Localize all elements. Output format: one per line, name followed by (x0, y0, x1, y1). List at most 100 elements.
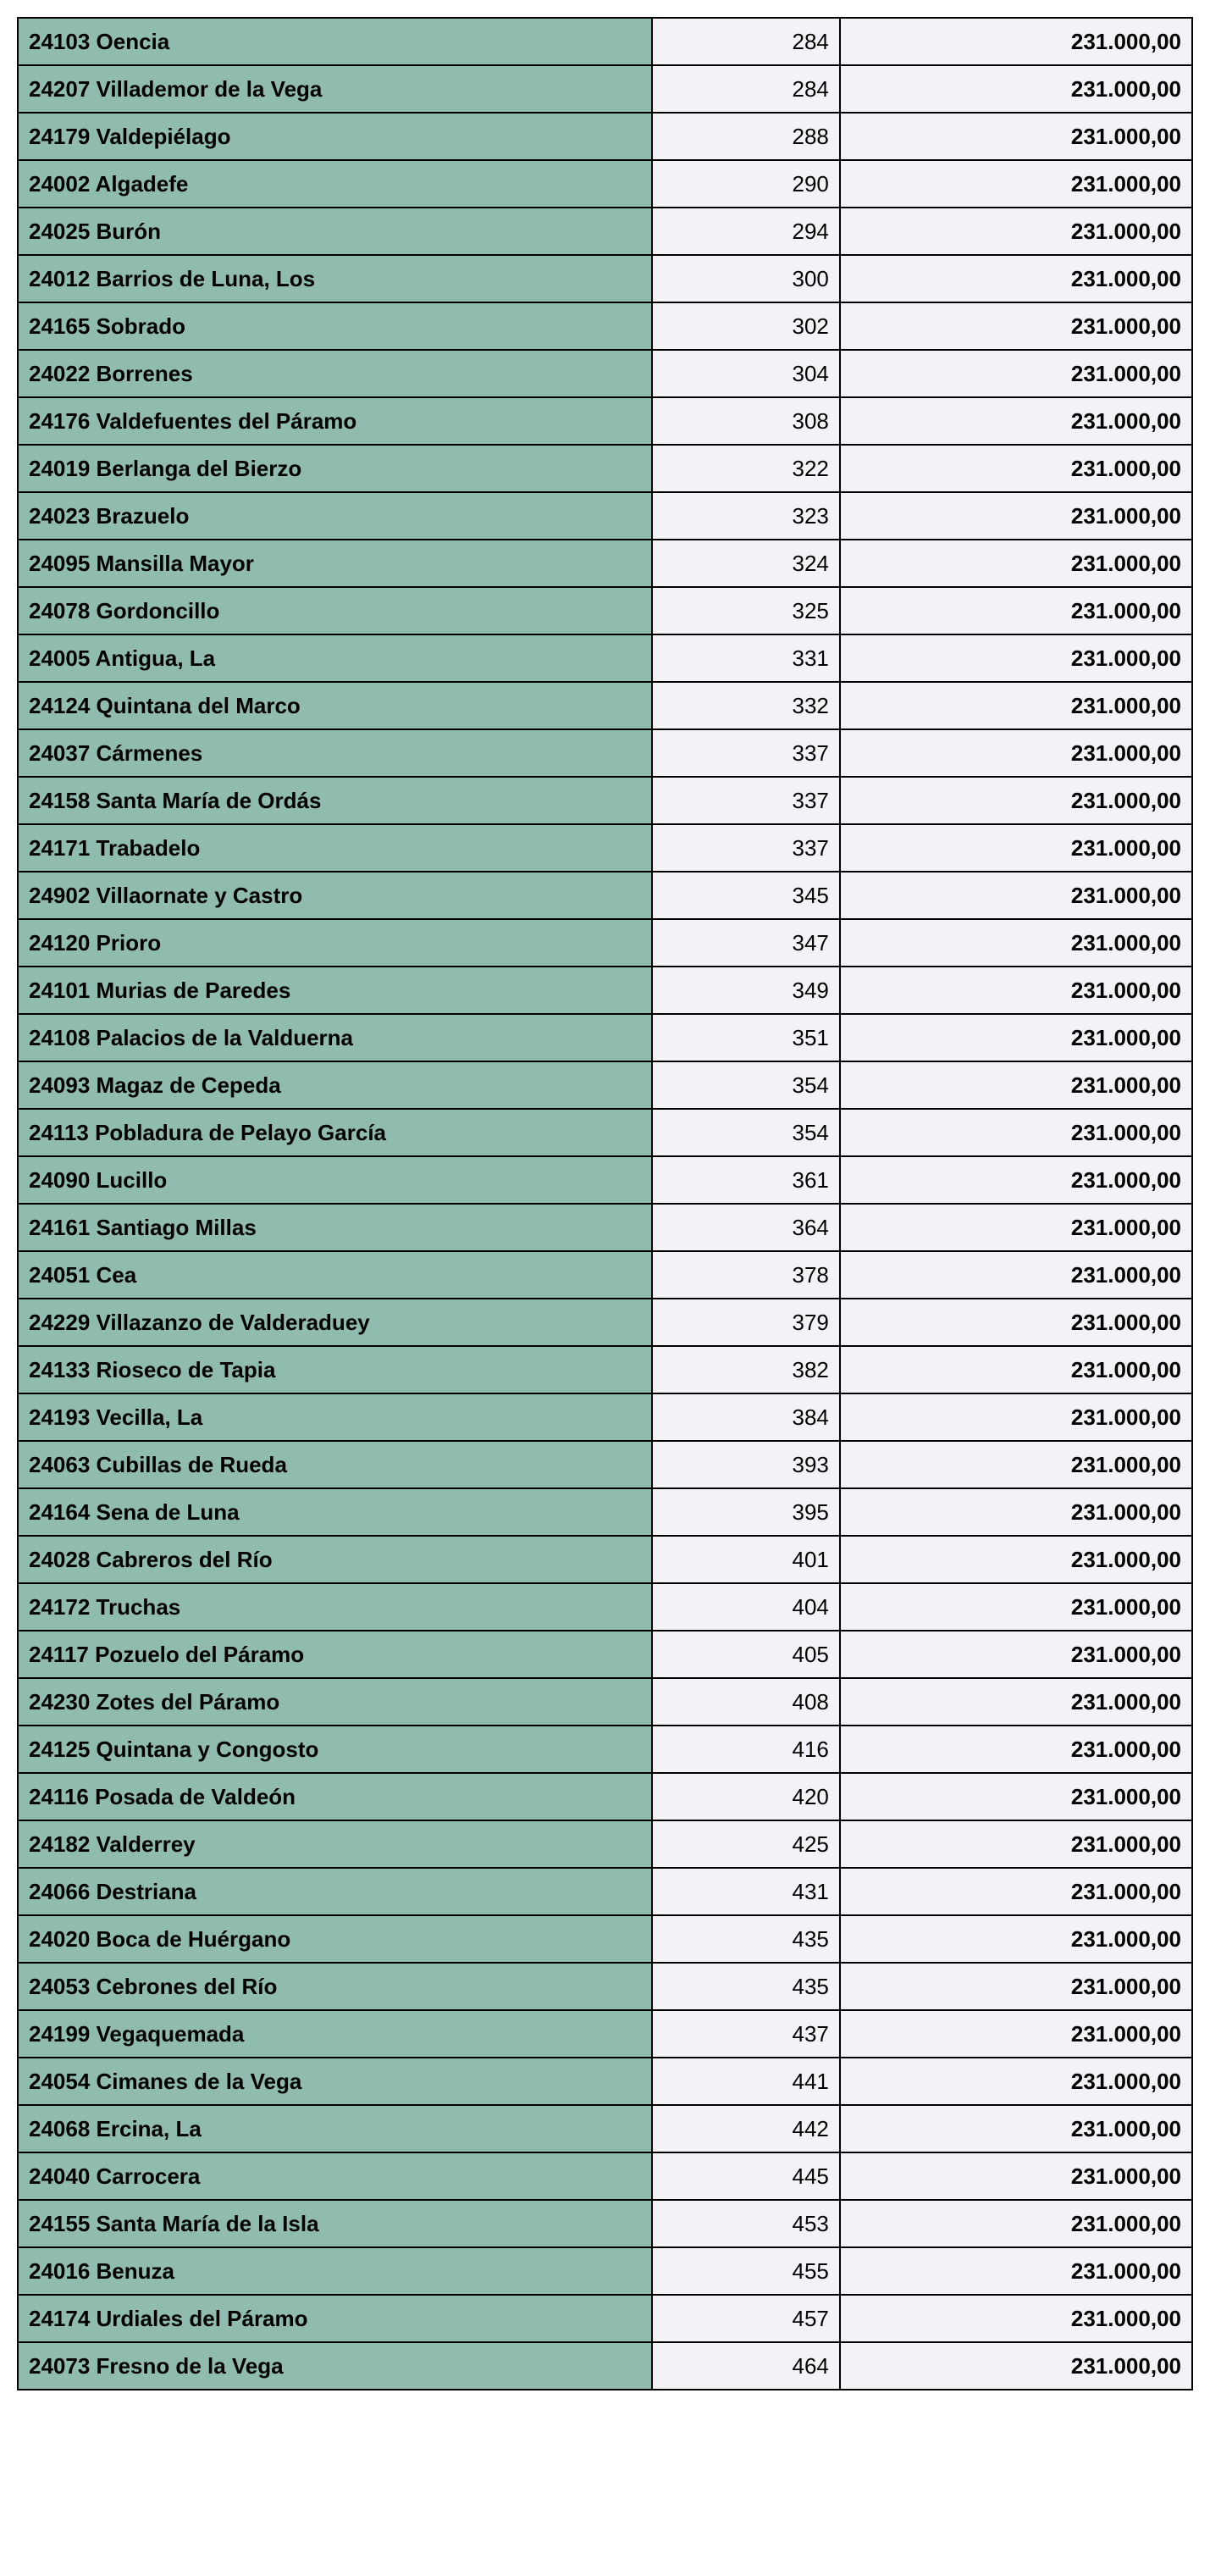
amount-cell: 231.000,00 (840, 1678, 1192, 1726)
municipality-name-cell: 24155 Santa María de la Isla (18, 2200, 652, 2247)
numeric-cell: 284 (652, 65, 840, 113)
amount-cell: 231.000,00 (840, 729, 1192, 777)
table-row: 24176 Valdefuentes del Páramo308231.000,… (18, 397, 1192, 445)
table-row: 24023 Brazuelo323231.000,00 (18, 492, 1192, 540)
numeric-cell: 445 (652, 2152, 840, 2200)
table-row: 24073 Fresno de la Vega464231.000,00 (18, 2342, 1192, 2390)
amount-cell: 231.000,00 (840, 2200, 1192, 2247)
amount-cell: 231.000,00 (840, 2152, 1192, 2200)
table-row: 24113 Pobladura de Pelayo García354231.0… (18, 1109, 1192, 1156)
municipality-name-cell: 24902 Villaornate y Castro (18, 872, 652, 919)
amount-cell: 231.000,00 (840, 2010, 1192, 2058)
numeric-cell: 420 (652, 1773, 840, 1820)
municipality-name-cell: 24037 Cármenes (18, 729, 652, 777)
numeric-cell: 302 (652, 302, 840, 350)
table-row: 24005 Antigua, La331231.000,00 (18, 634, 1192, 682)
table-row: 24025 Burón294231.000,00 (18, 208, 1192, 255)
table-row: 24165 Sobrado302231.000,00 (18, 302, 1192, 350)
table-row: 24116 Posada de Valdeón420231.000,00 (18, 1773, 1192, 1820)
municipality-name-cell: 24068 Ercina, La (18, 2105, 652, 2152)
table-row: 24028 Cabreros del Río401231.000,00 (18, 1536, 1192, 1583)
municipality-name-cell: 24101 Murias de Paredes (18, 967, 652, 1014)
table-row: 24182 Valderrey425231.000,00 (18, 1820, 1192, 1868)
numeric-cell: 337 (652, 777, 840, 824)
municipality-name-cell: 24174 Urdiales del Páramo (18, 2295, 652, 2342)
numeric-cell: 347 (652, 919, 840, 967)
municipality-name-cell: 24022 Borrenes (18, 350, 652, 397)
amount-cell: 231.000,00 (840, 18, 1192, 65)
amount-cell: 231.000,00 (840, 1156, 1192, 1204)
table-row: 24020 Boca de Huérgano435231.000,00 (18, 1915, 1192, 1963)
municipality-name-cell: 24066 Destriana (18, 1868, 652, 1915)
amount-cell: 231.000,00 (840, 1393, 1192, 1441)
amount-cell: 231.000,00 (840, 1441, 1192, 1488)
numeric-cell: 332 (652, 682, 840, 729)
amount-cell: 231.000,00 (840, 634, 1192, 682)
amount-cell: 231.000,00 (840, 1915, 1192, 1963)
municipality-name-cell: 24182 Valderrey (18, 1820, 652, 1868)
table-row: 24063 Cubillas de Rueda393231.000,00 (18, 1441, 1192, 1488)
municipality-name-cell: 24095 Mansilla Mayor (18, 540, 652, 587)
numeric-cell: 453 (652, 2200, 840, 2247)
municipality-name-cell: 24165 Sobrado (18, 302, 652, 350)
amount-cell: 231.000,00 (840, 445, 1192, 492)
table-row: 24902 Villaornate y Castro345231.000,00 (18, 872, 1192, 919)
municipality-name-cell: 24090 Lucillo (18, 1156, 652, 1204)
amount-cell: 231.000,00 (840, 540, 1192, 587)
numeric-cell: 288 (652, 113, 840, 160)
numeric-cell: 337 (652, 729, 840, 777)
table-row: 24016 Benuza455231.000,00 (18, 2247, 1192, 2295)
amount-cell: 231.000,00 (840, 492, 1192, 540)
numeric-cell: 349 (652, 967, 840, 1014)
numeric-cell: 379 (652, 1299, 840, 1346)
table-body: 24103 Oencia284231.000,0024207 Villademo… (18, 18, 1192, 2390)
numeric-cell: 364 (652, 1204, 840, 1251)
numeric-cell: 290 (652, 160, 840, 208)
amount-cell: 231.000,00 (840, 1061, 1192, 1109)
municipality-name-cell: 24103 Oencia (18, 18, 652, 65)
municipality-name-cell: 24172 Truchas (18, 1583, 652, 1631)
table-row: 24101 Murias de Paredes349231.000,00 (18, 967, 1192, 1014)
amount-cell: 231.000,00 (840, 1346, 1192, 1393)
numeric-cell: 437 (652, 2010, 840, 2058)
municipality-name-cell: 24073 Fresno de la Vega (18, 2342, 652, 2390)
numeric-cell: 284 (652, 18, 840, 65)
table-row: 24229 Villazanzo de Valderaduey379231.00… (18, 1299, 1192, 1346)
amount-cell: 231.000,00 (840, 1820, 1192, 1868)
amount-cell: 231.000,00 (840, 682, 1192, 729)
table-row: 24002 Algadefe290231.000,00 (18, 160, 1192, 208)
amount-cell: 231.000,00 (840, 65, 1192, 113)
numeric-cell: 361 (652, 1156, 840, 1204)
table-row: 24171 Trabadelo337231.000,00 (18, 824, 1192, 872)
table-row: 24078 Gordoncillo325231.000,00 (18, 587, 1192, 634)
numeric-cell: 384 (652, 1393, 840, 1441)
amount-cell: 231.000,00 (840, 919, 1192, 967)
amount-cell: 231.000,00 (840, 208, 1192, 255)
table-row: 24207 Villademor de la Vega284231.000,00 (18, 65, 1192, 113)
amount-cell: 231.000,00 (840, 1726, 1192, 1773)
amount-cell: 231.000,00 (840, 1488, 1192, 1536)
municipality-name-cell: 24124 Quintana del Marco (18, 682, 652, 729)
numeric-cell: 464 (652, 2342, 840, 2390)
table-row: 24193 Vecilla, La384231.000,00 (18, 1393, 1192, 1441)
municipality-name-cell: 24193 Vecilla, La (18, 1393, 652, 1441)
amount-cell: 231.000,00 (840, 824, 1192, 872)
table-row: 24155 Santa María de la Isla453231.000,0… (18, 2200, 1192, 2247)
numeric-cell: 351 (652, 1014, 840, 1061)
municipality-name-cell: 24116 Posada de Valdeón (18, 1773, 652, 1820)
municipality-name-cell: 24016 Benuza (18, 2247, 652, 2295)
numeric-cell: 395 (652, 1488, 840, 1536)
amount-cell: 231.000,00 (840, 1109, 1192, 1156)
municipality-name-cell: 24012 Barrios de Luna, Los (18, 255, 652, 302)
table-row: 24125 Quintana y Congosto416231.000,00 (18, 1726, 1192, 1773)
numeric-cell: 404 (652, 1583, 840, 1631)
amount-cell: 231.000,00 (840, 872, 1192, 919)
numeric-cell: 304 (652, 350, 840, 397)
municipality-name-cell: 24117 Pozuelo del Páramo (18, 1631, 652, 1678)
numeric-cell: 323 (652, 492, 840, 540)
table-row: 24068 Ercina, La442231.000,00 (18, 2105, 1192, 2152)
table-row: 24040 Carrocera445231.000,00 (18, 2152, 1192, 2200)
numeric-cell: 425 (652, 1820, 840, 1868)
municipality-name-cell: 24176 Valdefuentes del Páramo (18, 397, 652, 445)
table-row: 24022 Borrenes304231.000,00 (18, 350, 1192, 397)
